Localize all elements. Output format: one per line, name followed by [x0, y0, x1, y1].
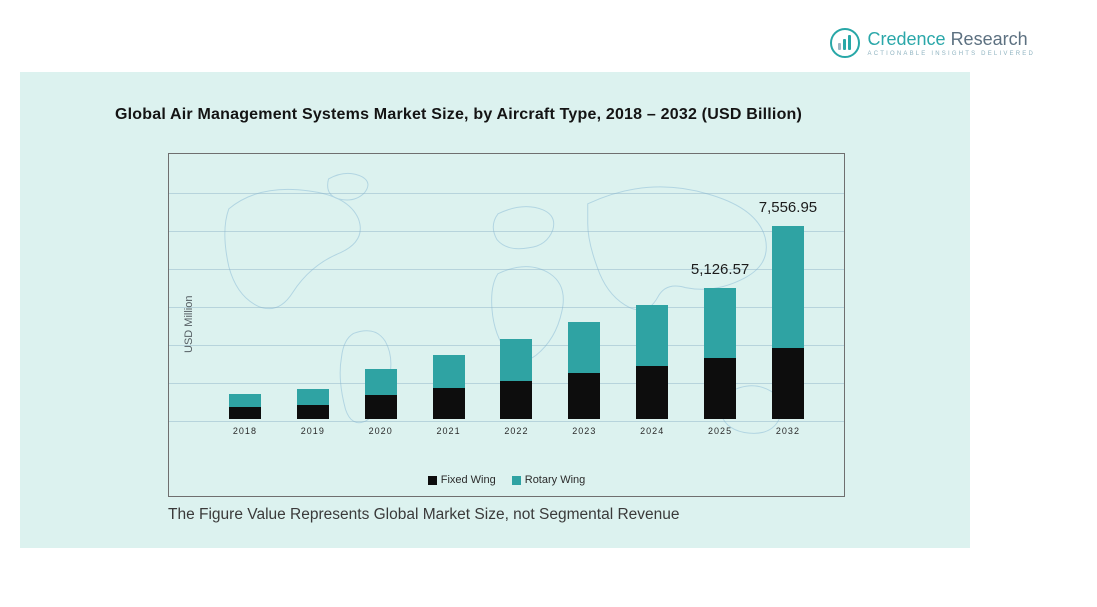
bar-column: 2024 — [636, 304, 669, 436]
fixed-wing-segment — [636, 365, 669, 419]
x-axis-tick-label: 2019 — [300, 426, 325, 436]
bar-column: 2020 — [364, 368, 397, 436]
bar-stack — [228, 393, 261, 419]
bar-stack — [704, 288, 737, 419]
bar-stack — [636, 304, 669, 419]
bar-stack — [500, 339, 533, 419]
rotary-wing-segment — [296, 389, 329, 406]
fixed-wing-segment — [364, 395, 397, 419]
logo: Credence Research Actionable Insights De… — [829, 28, 1036, 58]
bar-column: 5,126.57 2025 — [691, 261, 749, 436]
rotary-wing-segment — [364, 368, 397, 396]
fixed-wing-segment — [296, 405, 329, 419]
bar-stack — [364, 368, 397, 419]
bar-column: 7,556.95 2032 — [759, 199, 817, 436]
y-axis-label: USD Million — [183, 295, 195, 353]
x-axis-tick-label: 2024 — [640, 426, 665, 436]
bar-stack — [296, 389, 329, 419]
logo-bar-icon — [843, 39, 846, 50]
legend-item: Rotary Wing — [511, 474, 586, 486]
logo-bar-icon — [848, 35, 851, 50]
fixed-wing-segment — [568, 372, 601, 419]
x-axis-tick-label: 2022 — [504, 426, 529, 436]
logo-brand: Credence Research — [868, 29, 1036, 49]
x-axis-tick-label: 2018 — [232, 426, 257, 436]
chart-footnote: The Figure Value Represents Global Marke… — [168, 506, 680, 523]
legend-label: Rotary Wing — [524, 474, 586, 486]
legend-swatch — [511, 475, 521, 485]
x-axis-tick-label: 2020 — [368, 426, 393, 436]
fixed-wing-segment — [771, 348, 804, 419]
chart-plot-area: USD Million 2018 2019 2020 2021 2022 2023 2024… — [168, 153, 845, 497]
bar-column: 2019 — [296, 389, 329, 436]
rotary-wing-segment — [500, 339, 533, 381]
legend-item: Fixed Wing — [427, 474, 496, 486]
rotary-wing-segment — [771, 226, 804, 349]
x-axis-tick-label: 2023 — [572, 426, 597, 436]
page-title: Global Air Management Systems Market Siz… — [115, 106, 803, 123]
legend: Fixed Wing Rotary Wing — [169, 474, 844, 486]
x-axis-tick-label: 2032 — [775, 426, 800, 436]
legend-label: Fixed Wing — [440, 474, 496, 486]
bar-column: 2023 — [568, 321, 601, 436]
rotary-wing-segment — [228, 393, 261, 407]
fixed-wing-segment — [432, 387, 465, 419]
logo-brand-secondary: Research — [950, 29, 1028, 49]
bar-column: 2018 — [228, 393, 261, 436]
bar-stack — [432, 355, 465, 419]
bar-value-label: 5,126.57 — [690, 261, 750, 279]
bar-column: 2021 — [432, 355, 465, 436]
logo-bar-icon — [838, 43, 841, 50]
rotary-wing-segment — [568, 321, 601, 373]
rotary-wing-segment — [704, 288, 737, 359]
fixed-wing-segment — [704, 358, 737, 419]
bar-stack — [568, 321, 601, 419]
bar-value-label: 7,556.95 — [758, 199, 818, 217]
bar-column: 2022 — [500, 339, 533, 436]
chart-panel: Global Air Management Systems Market Siz… — [20, 72, 970, 548]
fixed-wing-segment — [500, 380, 533, 419]
rotary-wing-segment — [432, 355, 465, 388]
bars: 2018 2019 2020 2021 2022 2023 2024 5,126.57 2025… — [211, 199, 822, 436]
fixed-wing-segment — [228, 406, 261, 419]
bar-stack — [771, 226, 804, 419]
logo-text: Credence Research Actionable Insights De… — [868, 29, 1036, 57]
x-axis-tick-label: 2025 — [708, 426, 733, 436]
legend-swatch — [427, 475, 437, 485]
x-axis-tick-label: 2021 — [436, 426, 461, 436]
logo-brand-primary: Credence — [867, 29, 946, 49]
rotary-wing-segment — [636, 304, 669, 366]
logo-tagline: Actionable Insights Delivered — [867, 51, 1035, 57]
bar-chart-circle-icon — [829, 28, 860, 58]
